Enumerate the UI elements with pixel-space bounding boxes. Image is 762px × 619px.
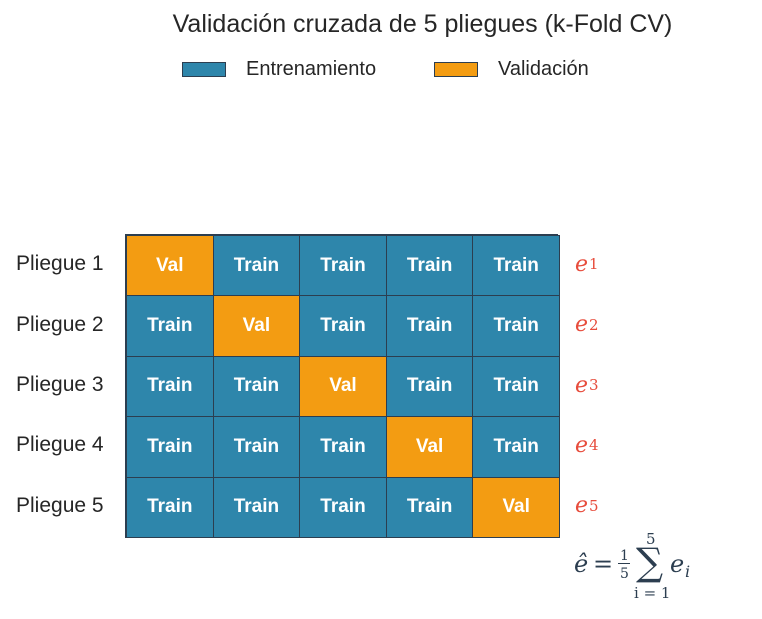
formula-sum-symbol: ∑ (636, 540, 664, 584)
fold-5-cell-1-train: Train (126, 476, 214, 538)
fold-2-cell-1-train: Train (126, 295, 214, 357)
fold-4-cell-3-train: Train (299, 416, 387, 478)
formula-equals: = (593, 550, 614, 578)
fold-2-cell-5-train: Train (472, 295, 560, 357)
formula-frac-den: 5 (620, 566, 629, 582)
fold-label-1: Pliegue 1 (16, 252, 104, 276)
legend-label-train: Entrenamiento (246, 57, 377, 80)
formula-lower: i = 1 (634, 584, 671, 602)
fold-1-cell-4-train: Train (385, 235, 474, 297)
fold-5-cell-3-train: Train (299, 476, 387, 538)
fold-5-cell-2-train: Train (212, 476, 301, 538)
fold-label-4: Pliegue 4 (16, 433, 104, 457)
legend-label-val: Validación (498, 57, 589, 80)
formula-upper: 5 (646, 530, 656, 548)
fold-3-cell-1-train: Train (126, 355, 214, 418)
fold-3-cell-5-train: Train (472, 355, 560, 418)
fold-label-5: Pliegue 5 (16, 493, 104, 517)
legend-item-val: Validación (434, 56, 589, 82)
fold-4-cell-2-train: Train (212, 416, 301, 478)
fold-label-3: Pliegue 3 (16, 373, 104, 396)
fold-2-cell-2-val: Val (212, 295, 301, 357)
fold-label-2: Pliegue 2 (16, 312, 104, 336)
fold-2-cell-4-train: Train (385, 295, 474, 357)
legend-swatch-train (182, 61, 226, 77)
fold-3-cell-3-val: Val (299, 355, 387, 418)
diagram-title: Validación cruzada de 5 pliegues (k-Fold… (172, 10, 673, 38)
fold-3-cell-4-train: Train (385, 355, 474, 418)
formula-lhs: ê (574, 550, 589, 578)
fold-5-cell-5-val: Val (472, 476, 560, 538)
fold-4-cell-5-train: Train (472, 416, 560, 478)
fold-4-cell-1-train: Train (126, 416, 214, 478)
formula-term: e (670, 550, 685, 578)
mean-error-formula: ê = 1 5 5 ∑ i = 1 e i (574, 530, 714, 605)
formula-frac-num: 1 (620, 548, 629, 564)
legend-item-train: Entrenamiento (182, 56, 376, 82)
fold-1-cell-3-train: Train (299, 235, 387, 297)
formula-frac-bar (618, 563, 630, 564)
fold-1-cell-1-val: Val (126, 235, 214, 297)
fold-3-cell-2-train: Train (212, 355, 301, 418)
formula-term-sub: i (685, 562, 691, 581)
fold-5-cell-4-train: Train (385, 476, 474, 538)
fold-1-cell-2-train: Train (212, 235, 301, 297)
legend-swatch-val (434, 61, 478, 77)
fold-grid: Val Train Train Train Train Train Val Train Trai… (125, 234, 560, 538)
fold-2-cell-3-train: Train (299, 295, 387, 357)
fold-4-cell-4-val: Val (385, 416, 474, 478)
fold-1-cell-5-train: Train (472, 235, 560, 297)
